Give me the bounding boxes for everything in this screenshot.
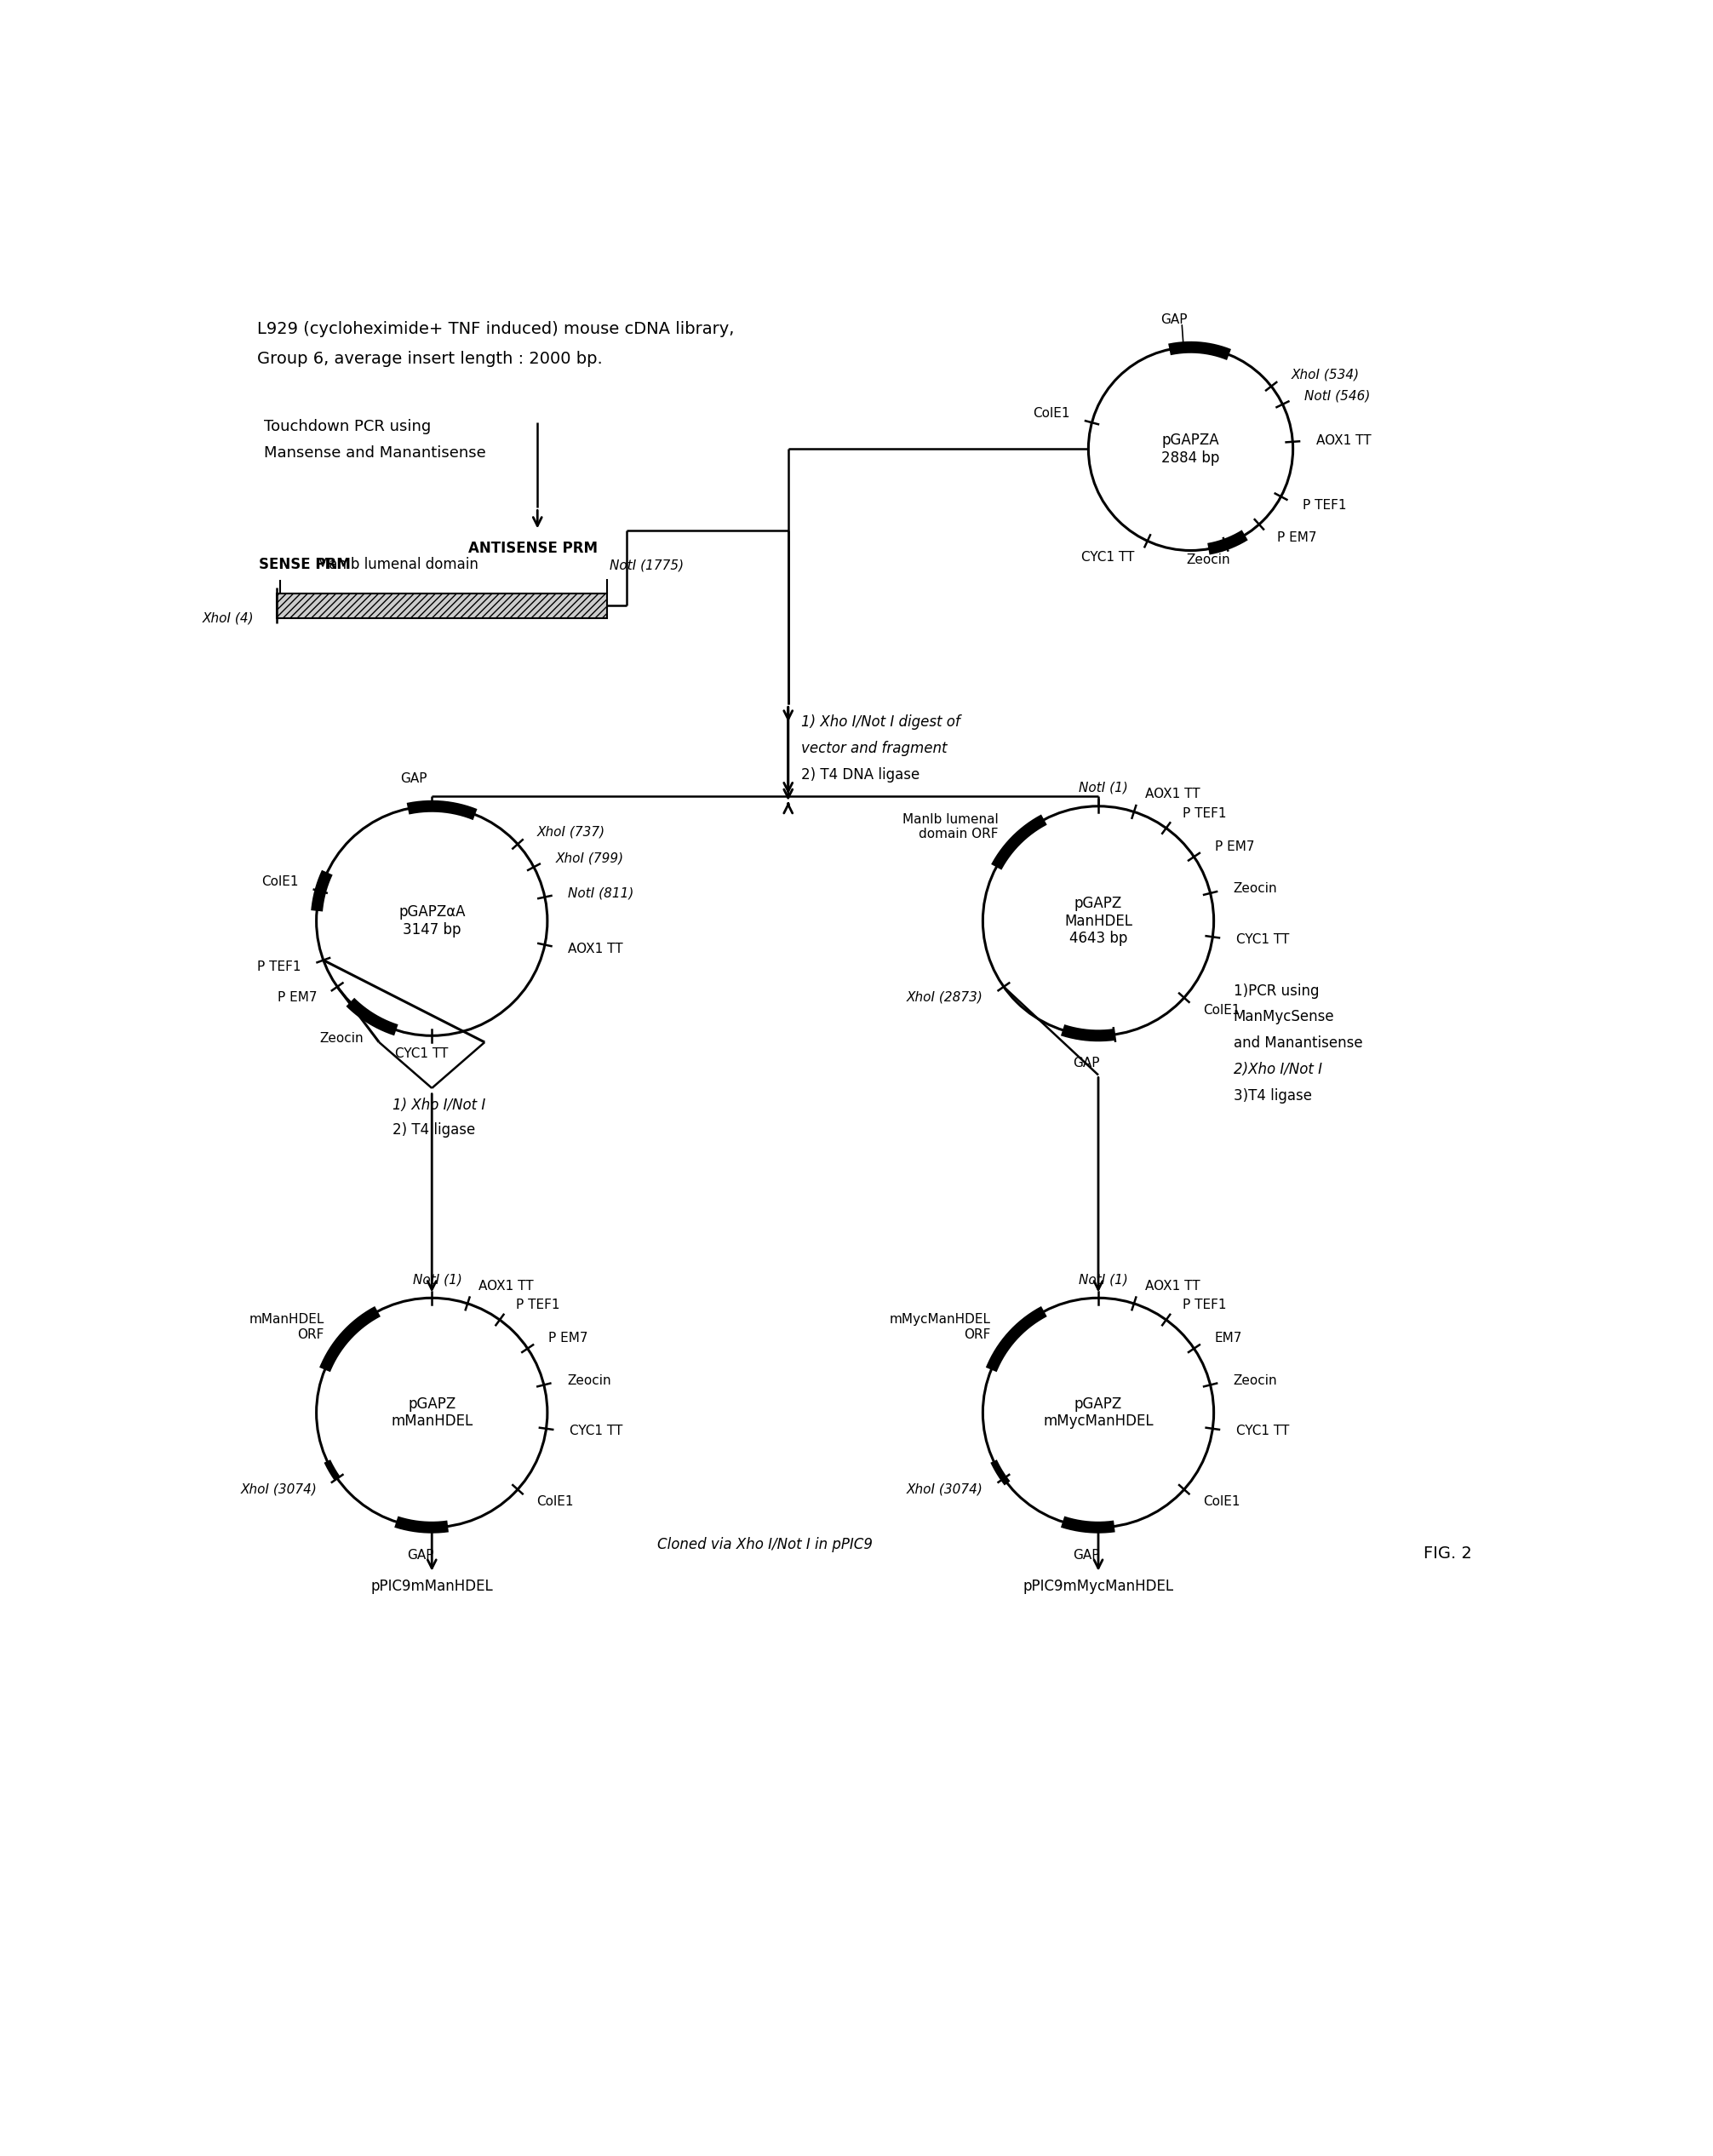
Text: Touchdown PCR using: Touchdown PCR using (264, 420, 430, 436)
Text: GAP: GAP (1160, 313, 1187, 326)
Text: NotI (546): NotI (546) (1305, 390, 1370, 403)
Text: AOX1 TT: AOX1 TT (569, 942, 624, 955)
Text: pGAPZ
ManHDEL
4643 bp: pGAPZ ManHDEL 4643 bp (1064, 895, 1132, 946)
Text: P TEF1: P TEF1 (1182, 806, 1227, 819)
Text: pGAPZαA
3147 bp: pGAPZαA 3147 bp (399, 903, 466, 938)
Text: Zeocin: Zeocin (567, 1373, 612, 1386)
Text: ANTISENSE PRM: ANTISENSE PRM (468, 541, 598, 556)
Text: AOX1 TT: AOX1 TT (1144, 1281, 1201, 1291)
Text: CYC1 TT: CYC1 TT (570, 1425, 624, 1438)
Text: Group 6, average insert length : 2000 bp.: Group 6, average insert length : 2000 bp… (257, 351, 603, 367)
Text: L929 (cycloheximide+ TNF induced) mouse cDNA library,: L929 (cycloheximide+ TNF induced) mouse … (257, 321, 735, 336)
Text: pPIC9mManHDEL: pPIC9mManHDEL (370, 1578, 493, 1593)
Text: NotI (1): NotI (1) (1079, 780, 1129, 793)
Text: P TEF1: P TEF1 (1302, 498, 1346, 511)
Text: XhoI (3074): XhoI (3074) (240, 1483, 317, 1496)
Text: XhoI (2873): XhoI (2873) (906, 992, 983, 1005)
Text: 1)PCR using: 1)PCR using (1233, 983, 1319, 998)
Text: Zeocin: Zeocin (1187, 554, 1230, 567)
Text: CYC1 TT: CYC1 TT (396, 1048, 449, 1061)
Text: pGAPZA
2884 bp: pGAPZA 2884 bp (1161, 433, 1220, 466)
Text: ColE1: ColE1 (1203, 1496, 1240, 1507)
Text: GAP: GAP (401, 772, 427, 785)
Text: P TEF1: P TEF1 (1182, 1298, 1227, 1311)
Text: XhoI (3074): XhoI (3074) (906, 1483, 983, 1496)
Text: Zeocin: Zeocin (320, 1033, 363, 1046)
Text: ColE1: ColE1 (1033, 407, 1071, 420)
Text: CYC1 TT: CYC1 TT (1237, 1425, 1290, 1438)
Text: pGAPZ
mManHDEL: pGAPZ mManHDEL (391, 1397, 473, 1429)
Text: P EM7: P EM7 (548, 1332, 588, 1345)
Text: P TEF1: P TEF1 (257, 959, 301, 972)
Text: vector and fragment: vector and fragment (802, 742, 947, 757)
Text: AOX1 TT: AOX1 TT (1144, 787, 1201, 800)
Text: EM7: EM7 (1215, 1332, 1242, 1345)
Text: ManIb lumenal domain: ManIb lumenal domain (317, 556, 478, 571)
Text: Cloned via Xho I/Not I in pPIC9: Cloned via Xho I/Not I in pPIC9 (658, 1537, 874, 1552)
Text: mMycManHDEL
ORF: mMycManHDEL ORF (889, 1313, 990, 1341)
Text: XhoI (4): XhoI (4) (202, 612, 254, 625)
Text: SENSE PRM: SENSE PRM (259, 556, 351, 571)
Text: GAP: GAP (1074, 1548, 1100, 1561)
Text: GAP: GAP (406, 1548, 433, 1561)
Text: P EM7: P EM7 (1276, 533, 1316, 545)
Text: 1) Xho I/Not I: 1) Xho I/Not I (392, 1097, 485, 1112)
Text: Zeocin: Zeocin (1233, 1373, 1278, 1386)
Text: AOX1 TT: AOX1 TT (1316, 433, 1372, 446)
Text: ColE1: ColE1 (536, 1496, 574, 1507)
Text: 3)T4 ligase: 3)T4 ligase (1233, 1089, 1312, 1104)
Text: P EM7: P EM7 (278, 992, 317, 1005)
Text: XhoI (534): XhoI (534) (1292, 369, 1360, 382)
Text: ManMycSense: ManMycSense (1233, 1009, 1334, 1024)
Text: NotI (1): NotI (1) (1079, 1274, 1129, 1285)
Text: Mansense and Manantisense: Mansense and Manantisense (264, 446, 485, 461)
Text: ColE1: ColE1 (262, 875, 298, 888)
Text: GAP: GAP (1074, 1056, 1100, 1069)
Text: CYC1 TT: CYC1 TT (1081, 552, 1134, 565)
Text: NotI (1): NotI (1) (413, 1274, 463, 1285)
Text: Zeocin: Zeocin (1233, 882, 1278, 895)
Text: FIG. 2: FIG. 2 (1424, 1546, 1471, 1561)
Text: pGAPZ
mMycManHDEL: pGAPZ mMycManHDEL (1043, 1397, 1153, 1429)
Text: CYC1 TT: CYC1 TT (1237, 934, 1290, 946)
Text: XhoI (737): XhoI (737) (536, 826, 605, 839)
Text: mManHDEL
ORF: mManHDEL ORF (248, 1313, 324, 1341)
Bar (278, 593, 606, 619)
Text: NotI (1775): NotI (1775) (610, 558, 683, 571)
Text: 1) Xho I/Not I digest of: 1) Xho I/Not I digest of (802, 714, 961, 729)
Text: P TEF1: P TEF1 (516, 1298, 560, 1311)
Text: 2)Xho I/Not I: 2)Xho I/Not I (1233, 1063, 1322, 1078)
Text: and Manantisense: and Manantisense (1233, 1035, 1362, 1050)
Text: P EM7: P EM7 (1215, 841, 1254, 854)
Text: 2) T4 ligase: 2) T4 ligase (392, 1123, 475, 1138)
Text: XhoI (799): XhoI (799) (555, 852, 624, 865)
Text: NotI (811): NotI (811) (569, 886, 634, 899)
Text: ColE1: ColE1 (1203, 1003, 1240, 1015)
Text: ManIb lumenal
domain ORF: ManIb lumenal domain ORF (903, 813, 999, 841)
Text: AOX1 TT: AOX1 TT (478, 1281, 533, 1291)
Text: 2) T4 DNA ligase: 2) T4 DNA ligase (802, 768, 920, 783)
Text: pPIC9mMycManHDEL: pPIC9mMycManHDEL (1023, 1578, 1173, 1593)
